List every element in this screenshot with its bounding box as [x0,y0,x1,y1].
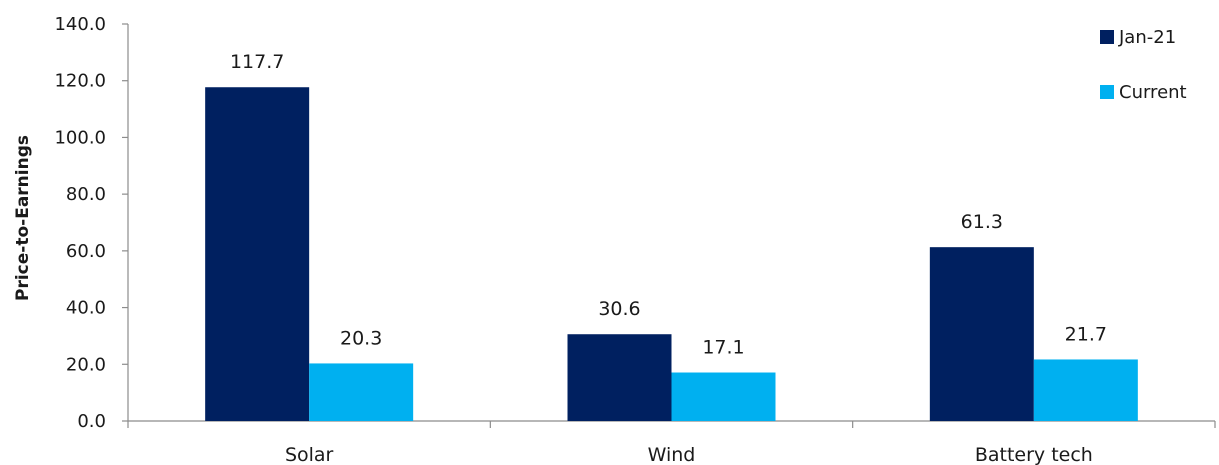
y-tick-label: 60.0 [66,241,106,262]
bar-current-solar [309,363,414,421]
x-tick-label: Battery tech [975,444,1093,465]
y-tick-label: 80.0 [66,184,106,205]
data-label: 20.3 [340,327,382,349]
bars [205,87,1138,422]
y-tick-label: 100.0 [54,127,106,148]
data-labels: 117.7 30.6 61.3 20.3 17.1 21.7 [230,51,1107,358]
y-tick-label: 140.0 [54,14,106,35]
bar-jan-21-battery-tech [929,247,1034,421]
y-tick-label: 20.0 [66,354,106,375]
legend-label: Jan-21 [1118,27,1176,48]
x-axis: Solar Wind Battery tech [127,420,1216,465]
legend-swatch [1100,85,1114,99]
y-axis-title: Price-to-Earnings [13,135,33,301]
x-tick-label: Solar [285,444,334,465]
legend: Jan-21 Current [1100,27,1187,103]
bar-jan-21-wind [567,334,672,421]
data-label: 21.7 [1065,323,1107,345]
bar-jan-21-solar [205,87,310,422]
bar-current-wind [671,372,776,421]
y-tick-label: 120.0 [54,71,106,92]
legend-label: Current [1119,82,1187,103]
bar-current-battery-tech [1033,359,1138,421]
data-label: 117.7 [230,51,284,73]
data-label: 61.3 [961,211,1003,233]
y-axis-title-group: Price-to-Earnings [13,135,33,301]
y-axis: 0.0 20.0 40.0 60.0 80.0 100.0 120.0 140.0 [54,14,129,432]
x-tick-label: Wind [648,444,696,465]
y-tick-label: 0.0 [77,411,106,432]
data-label: 17.1 [702,337,744,359]
legend-swatch [1100,30,1114,44]
y-tick-label: 40.0 [66,298,106,319]
data-label: 30.6 [598,298,640,320]
